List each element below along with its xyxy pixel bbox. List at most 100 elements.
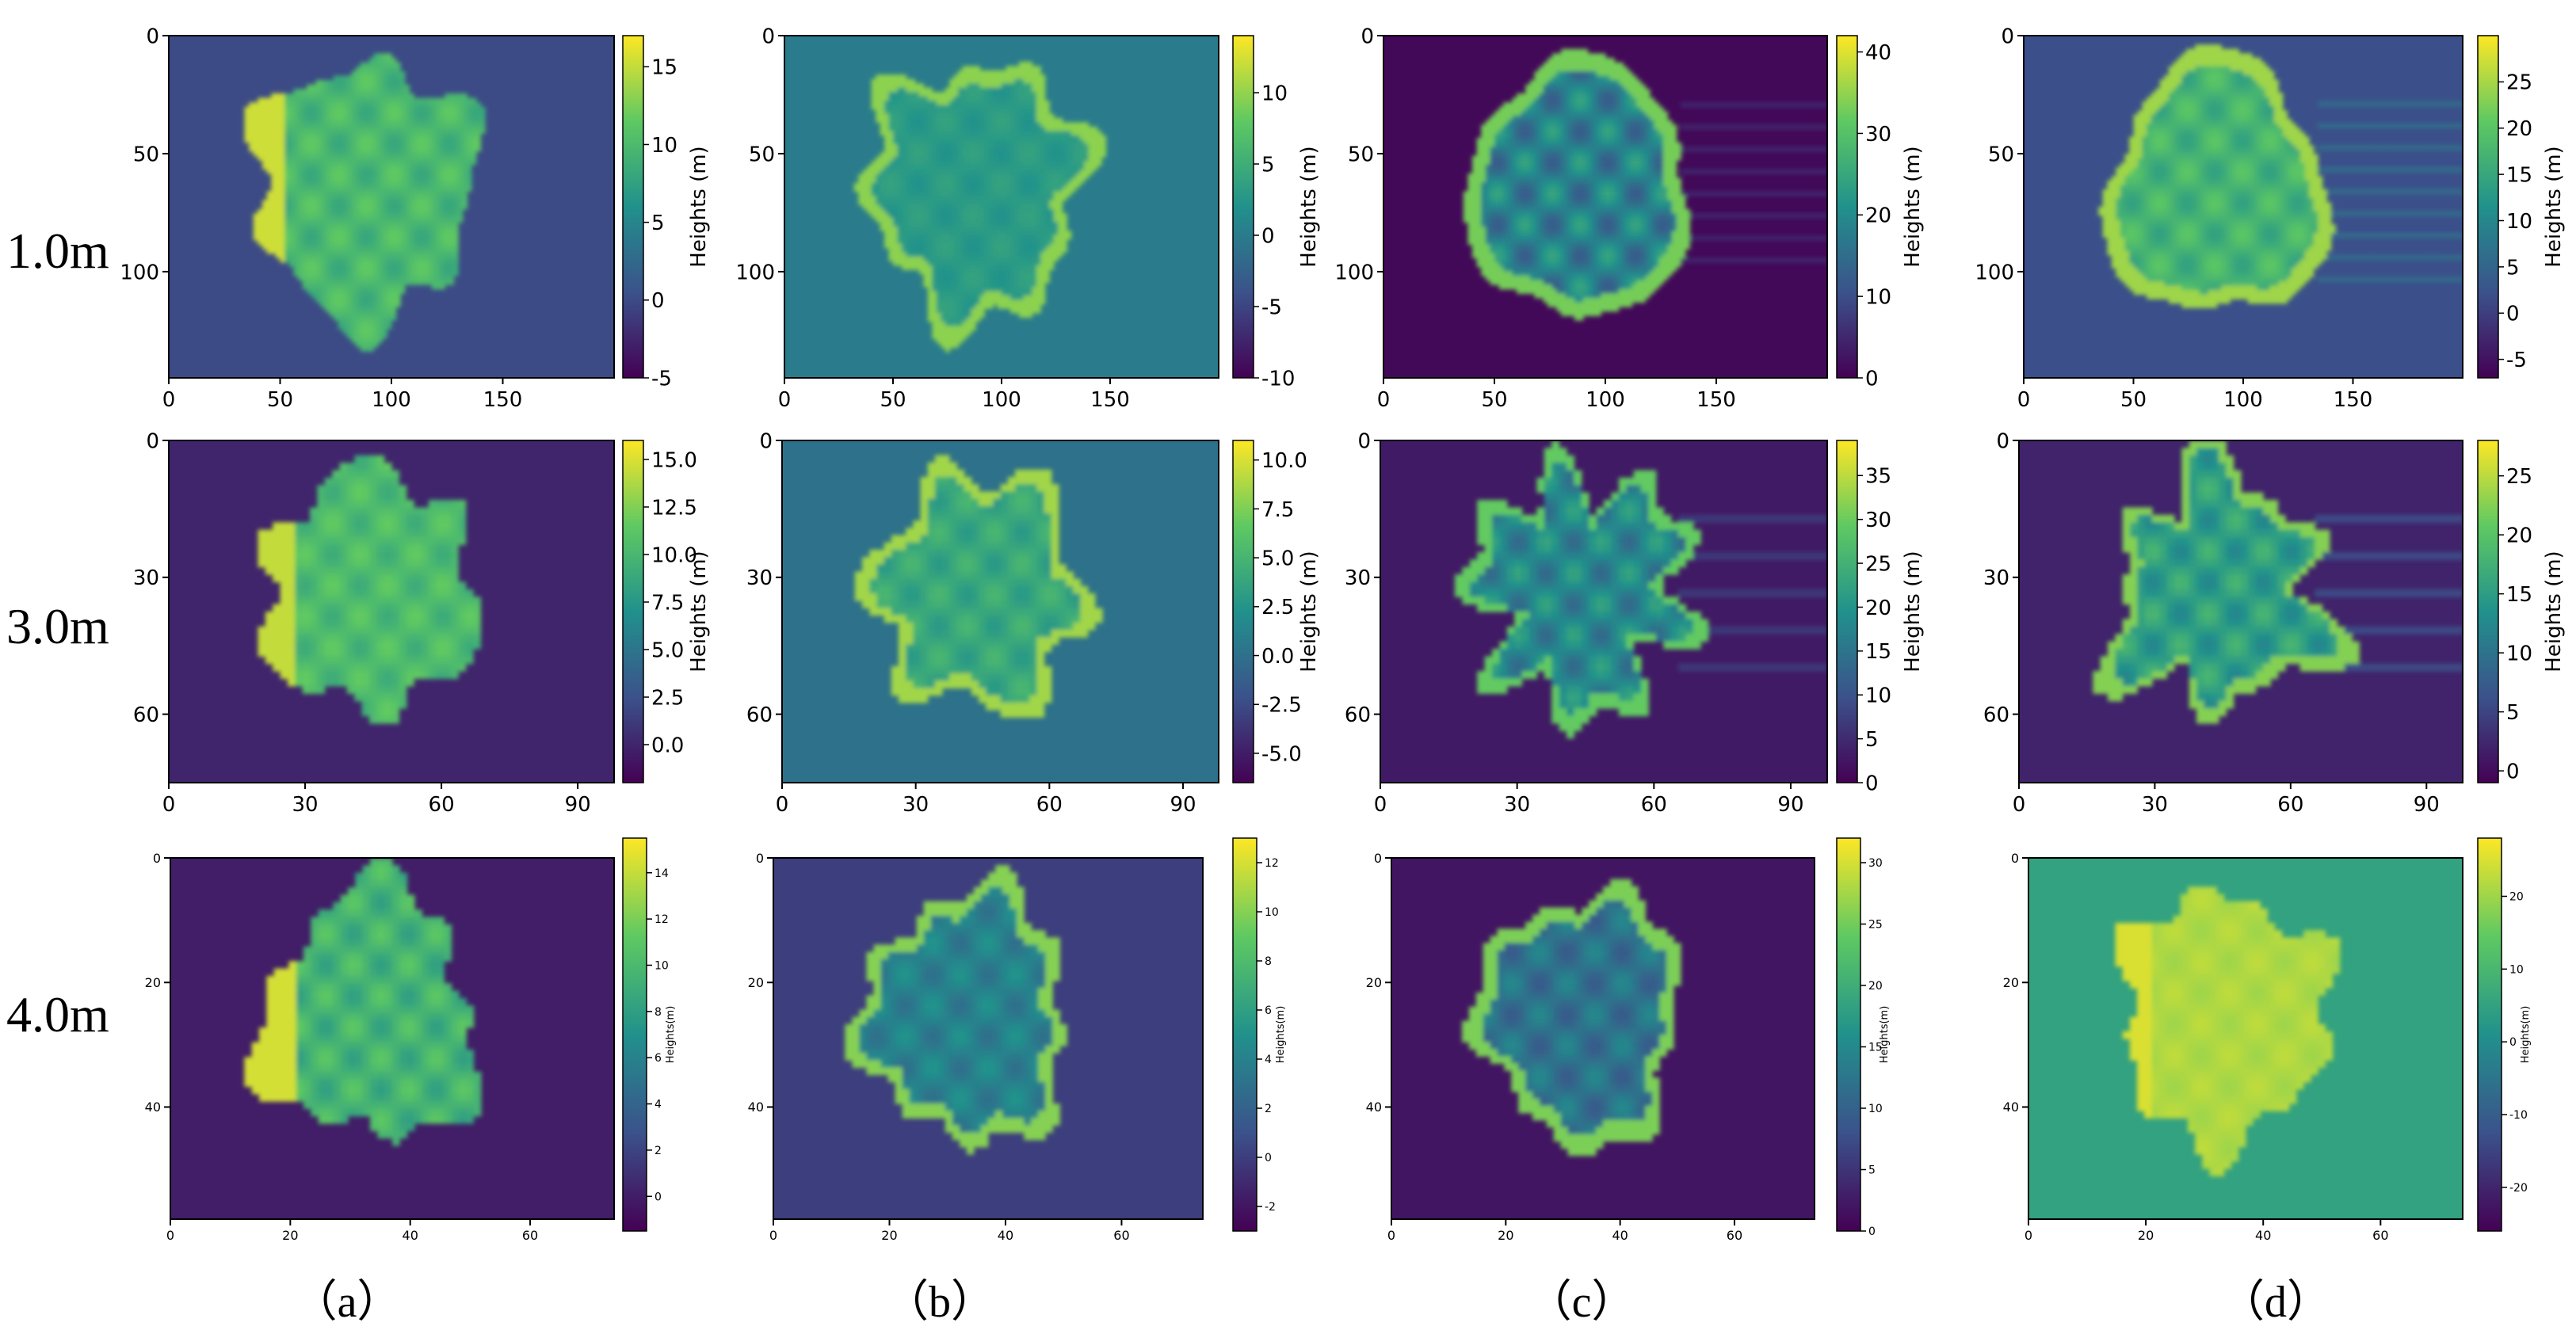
x-tick-label: 50 bbox=[267, 388, 293, 412]
y-tick-label: 0 bbox=[2011, 851, 2019, 866]
x-tick-label: 0 bbox=[166, 1228, 174, 1243]
colorbar-tick-label: 7.5 bbox=[651, 591, 684, 615]
colorbar-tick-label: 0 bbox=[1868, 1225, 1876, 1238]
x-tick-label: 0 bbox=[1377, 388, 1391, 412]
x-tick-label: 0 bbox=[162, 793, 176, 817]
y-tick-label: 20 bbox=[2003, 975, 2019, 990]
colorbar-tick-label: 10 bbox=[1265, 906, 1279, 919]
colorbar-tick-label: 10.0 bbox=[651, 543, 697, 567]
x-tick-label: 20 bbox=[282, 1228, 298, 1243]
colorbar-label: Heights (m) bbox=[687, 146, 711, 267]
x-tick-label: 90 bbox=[1170, 793, 1196, 817]
y-tick-label: 60 bbox=[746, 703, 773, 727]
colorbar-tick-label: -2 bbox=[1265, 1201, 1276, 1214]
row-label-2: 3.0m bbox=[6, 598, 109, 654]
colorbar-tick-label: 0 bbox=[2509, 1036, 2517, 1049]
x-tick-label: 20 bbox=[1498, 1228, 1513, 1243]
row-label-1: 1.0m bbox=[6, 223, 109, 279]
y-tick-label: 20 bbox=[748, 975, 764, 990]
column-label-c: （c） bbox=[1528, 1278, 1636, 1327]
colorbar-tick-label: 10 bbox=[651, 134, 677, 158]
x-tick-label: 60 bbox=[2372, 1228, 2388, 1243]
colorbar-tick-label: 20 bbox=[1865, 596, 1891, 620]
colorbar-label: Heights (m) bbox=[687, 551, 711, 672]
x-tick-label: 40 bbox=[998, 1228, 1013, 1243]
y-tick-label: 0 bbox=[761, 25, 775, 48]
heatmap-cells bbox=[854, 455, 1103, 718]
colorbar-tick-label: 0 bbox=[1865, 772, 1879, 795]
plot-frame bbox=[773, 857, 1204, 1220]
colorbar-label: Heights(m) bbox=[1275, 1006, 1287, 1064]
x-tick-label: 50 bbox=[880, 388, 906, 412]
column-label-a: （a） bbox=[293, 1278, 402, 1327]
y-tick-label: 100 bbox=[120, 261, 159, 284]
colorbar bbox=[1232, 35, 1254, 379]
row-label-3: 4.0m bbox=[6, 986, 109, 1042]
colorbar-label: Heights (m) bbox=[1297, 146, 1321, 267]
colorbar-tick-label: 2 bbox=[1265, 1103, 1272, 1115]
colorbar-tick-label: 15 bbox=[2506, 583, 2532, 607]
y-tick-label: 30 bbox=[1345, 566, 1371, 590]
colorbar-tick-label: 14 bbox=[654, 867, 669, 880]
colorbar-tick-label: 0 bbox=[1865, 367, 1879, 391]
colorbar-tick-label: 10 bbox=[1261, 82, 1288, 105]
x-tick-label: 40 bbox=[1612, 1228, 1628, 1243]
colorbar-tick-label: 30 bbox=[1865, 123, 1891, 147]
colorbar-tick-label: 10 bbox=[2506, 210, 2532, 234]
colorbar-tick-label: 20 bbox=[1868, 980, 1883, 993]
x-tick-label: 60 bbox=[1113, 1228, 1129, 1243]
heatmap-cells bbox=[244, 858, 482, 1146]
y-tick-label: 100 bbox=[735, 261, 775, 284]
colorbar-tick-label: 10 bbox=[2506, 642, 2532, 665]
colorbar-tick-label: 40 bbox=[1865, 41, 1891, 65]
y-tick-label: 50 bbox=[1348, 143, 1374, 166]
colorbar-label: Heights(m) bbox=[1879, 1006, 1891, 1064]
colorbar-tick-label: 5 bbox=[2506, 701, 2520, 725]
colorbar-tick-label: 8 bbox=[654, 1006, 662, 1019]
colorbar-tick-label: 5 bbox=[2506, 256, 2520, 280]
x-tick-label: 150 bbox=[1696, 388, 1736, 412]
colorbar-tick-label: 5 bbox=[1261, 153, 1275, 177]
plot-frame bbox=[170, 857, 615, 1220]
x-tick-label: 150 bbox=[2334, 388, 2373, 412]
heatmap-panel-8: 0 30 60 90 0 30 60 25 20 15 10 5 0 Heights (m) bbox=[1983, 429, 2566, 817]
colorbar-tick-label: 15 bbox=[2506, 163, 2532, 187]
column-label-d: （d） bbox=[2220, 1278, 2331, 1327]
x-tick-label: 30 bbox=[1504, 793, 1530, 817]
column-label-b: （b） bbox=[884, 1278, 995, 1327]
colorbar bbox=[1836, 440, 1858, 783]
x-tick-label: 40 bbox=[2255, 1228, 2271, 1243]
colorbar-tick-label: -5.0 bbox=[1261, 742, 1302, 766]
colorbar-tick-label: 12 bbox=[654, 913, 669, 926]
y-tick-label: 0 bbox=[2001, 25, 2014, 48]
x-tick-label: 150 bbox=[1090, 388, 1130, 412]
colorbar-tick-label: 0 bbox=[1265, 1152, 1272, 1164]
y-tick-label: 0 bbox=[146, 25, 159, 48]
x-tick-label: 100 bbox=[1586, 388, 1625, 412]
colorbar-label: Heights (m) bbox=[1297, 551, 1321, 672]
plot-frame bbox=[781, 440, 1219, 783]
plot-frame bbox=[168, 440, 615, 783]
y-tick-label: 0 bbox=[1996, 429, 2009, 453]
colorbar-tick-label: 10.0 bbox=[1261, 449, 1307, 473]
plot-frame bbox=[1380, 440, 1828, 783]
heatmap-cells bbox=[1463, 48, 1827, 321]
colorbar-label: Heights(m) bbox=[2520, 1006, 2532, 1064]
x-tick-label: 30 bbox=[292, 793, 318, 817]
colorbar-tick-label: 20 bbox=[2506, 524, 2532, 548]
x-tick-label: 0 bbox=[2013, 793, 2026, 817]
colorbar-tick-label: 2.5 bbox=[651, 686, 684, 710]
plot-frame bbox=[2028, 857, 2463, 1220]
colorbar bbox=[622, 440, 644, 783]
colorbar-tick-label: 15.0 bbox=[651, 448, 697, 472]
colorbar bbox=[2477, 440, 2499, 783]
y-tick-label: 50 bbox=[749, 143, 775, 166]
colorbar-tick-label: 5 bbox=[1868, 1164, 1876, 1177]
x-tick-label: 60 bbox=[429, 793, 455, 817]
colorbar-tick-label: 10 bbox=[654, 960, 669, 973]
